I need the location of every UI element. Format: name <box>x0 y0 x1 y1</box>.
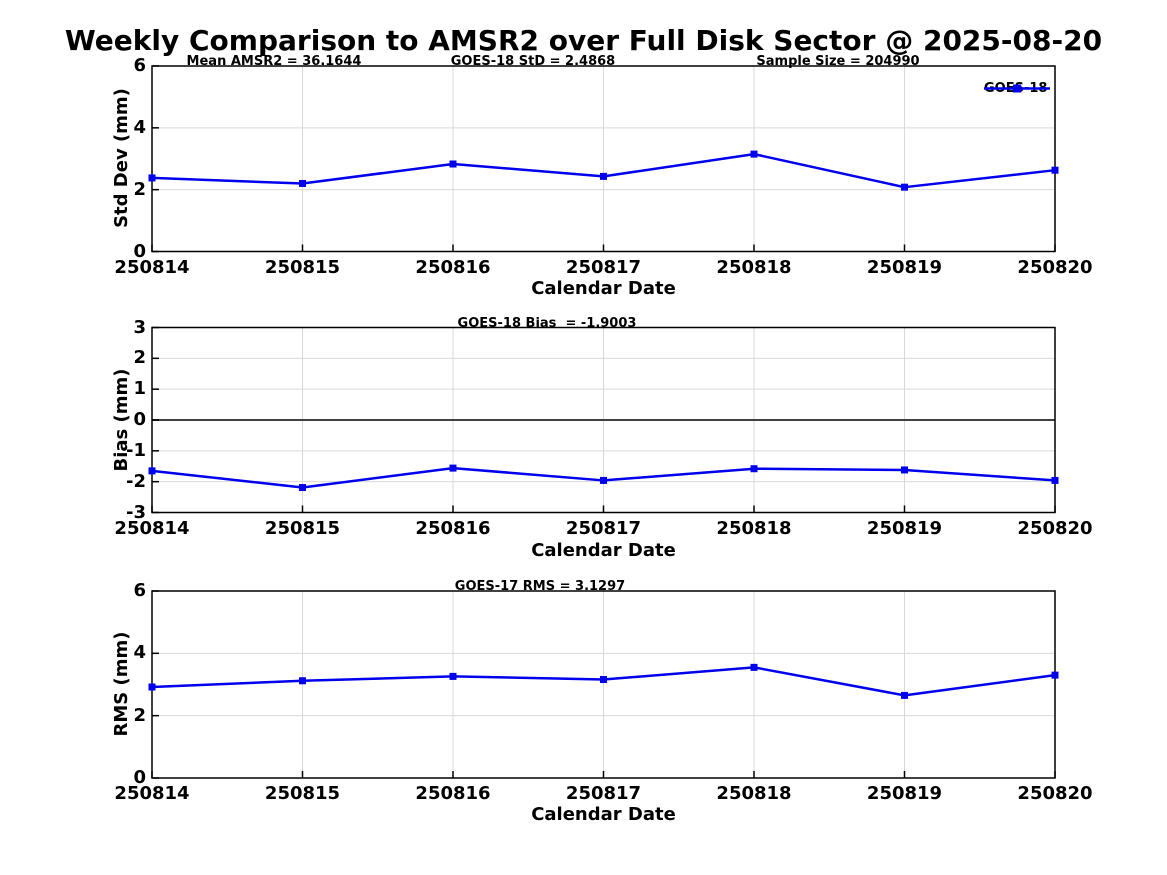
data-point-marker <box>148 174 156 182</box>
data-point-marker <box>449 160 457 168</box>
y-tick-label: -2 <box>126 470 146 492</box>
legend-line-marker-swatch <box>984 84 1050 93</box>
data-point-marker <box>750 663 758 671</box>
y-tick-label: 2 <box>133 704 146 726</box>
bias-x-axis-label: Calendar Date <box>531 540 676 561</box>
x-tick-label: 250814 <box>114 783 190 804</box>
x-tick-label: 250820 <box>1017 256 1093 278</box>
x-tick-label: 250815 <box>264 783 341 804</box>
std-dev-y-axis-label: Std Dev (mm) <box>111 88 132 228</box>
x-tick-label: 250817 <box>565 256 642 278</box>
panel-annotation: GOES-17 RMS = 3.1297 <box>454 579 626 594</box>
y-tick-label: 0 <box>133 409 146 430</box>
rms-y-axis-label: RMS (mm) <box>111 631 132 737</box>
data-point-marker <box>901 691 908 699</box>
chart-title: Weekly Comparison to AMSR2 over Full Dis… <box>64 24 1103 57</box>
data-point-marker <box>901 466 908 474</box>
x-tick-label: 250819 <box>866 256 943 278</box>
x-tick-label: 250815 <box>264 256 341 278</box>
x-tick-label: 250820 <box>1017 517 1093 539</box>
y-tick-label: 2 <box>133 347 146 369</box>
x-tick-label: 250814 <box>114 517 190 539</box>
data-point-marker <box>750 150 758 158</box>
x-tick-label: 250820 <box>1017 783 1093 804</box>
data-point-marker <box>299 484 306 492</box>
data-point-marker <box>1051 166 1059 174</box>
x-tick-label: 250818 <box>716 256 792 278</box>
data-point-marker <box>449 672 457 680</box>
x-tick-label: 250818 <box>716 783 792 804</box>
y-tick-label: 4 <box>133 116 146 138</box>
x-tick-label: 250819 <box>866 783 943 804</box>
x-tick-label: 250815 <box>264 517 341 539</box>
x-tick-label: 250816 <box>415 783 491 804</box>
panel-annotation: GOES-18 StD = 2.4868 <box>450 54 616 69</box>
y-tick-label: 2 <box>133 178 146 200</box>
x-tick-label: 250814 <box>114 256 190 278</box>
x-tick-label: 250818 <box>716 517 792 539</box>
data-point-marker <box>600 172 607 180</box>
y-tick-label: 0 <box>133 767 146 788</box>
y-tick-label: 3 <box>133 316 146 338</box>
x-tick-label: 250817 <box>565 517 642 539</box>
data-point-marker <box>600 676 607 684</box>
y-tick-label: -1 <box>126 439 146 461</box>
panel-annotation: Mean AMSR2 = 36.1644 <box>186 54 362 69</box>
std-dev-x-axis-label: Calendar Date <box>531 278 676 299</box>
data-point-marker <box>299 179 306 187</box>
data-point-marker <box>148 683 156 691</box>
y-tick-label: 6 <box>133 580 146 601</box>
data-point-marker <box>299 677 306 685</box>
x-tick-label: 250819 <box>866 517 943 539</box>
panel-annotation: GOES-18 Bias = -1.9003 <box>457 315 637 331</box>
rms-x-axis-label: Calendar Date <box>531 804 676 825</box>
y-tick-label: -3 <box>126 501 146 523</box>
x-tick-label: 250816 <box>415 256 491 278</box>
y-tick-label: 1 <box>133 378 146 400</box>
data-point-marker <box>148 467 156 475</box>
data-point-marker <box>1051 671 1059 679</box>
panel-annotation: Sample Size = 204990 <box>756 54 920 69</box>
x-tick-label: 250817 <box>565 783 642 804</box>
data-point-marker <box>1051 476 1059 484</box>
legend: GOES-18 <box>984 80 1050 97</box>
data-point-marker <box>600 476 607 484</box>
x-tick-label: 250816 <box>415 517 491 539</box>
data-point-marker <box>449 464 457 472</box>
y-tick-label: 0 <box>133 240 146 262</box>
data-point-marker <box>901 183 908 191</box>
data-point-marker <box>750 465 758 473</box>
y-tick-label: 6 <box>133 55 146 76</box>
y-tick-label: 4 <box>133 642 146 664</box>
